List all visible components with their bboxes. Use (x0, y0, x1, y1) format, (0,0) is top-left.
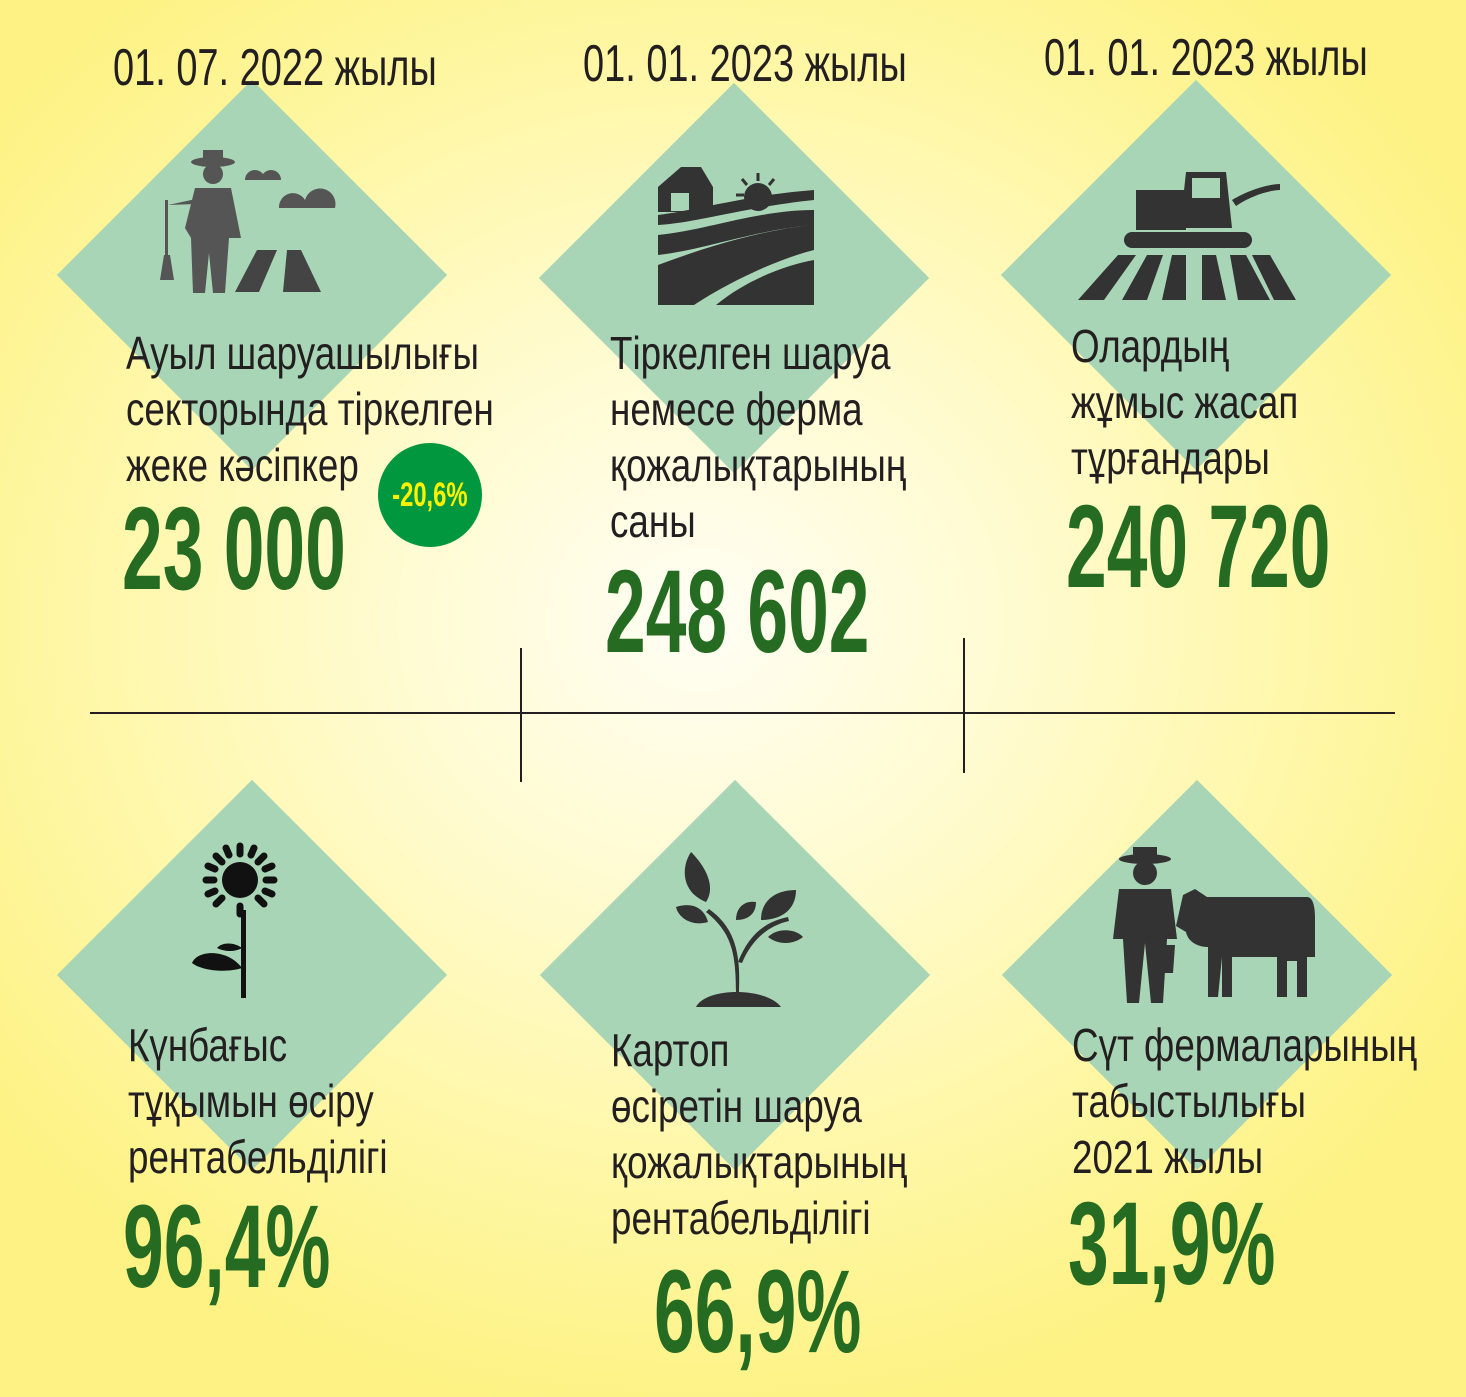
description-line: Тіркелген шаруа (610, 327, 891, 379)
description-line: Олардың (1071, 320, 1230, 372)
stat-value: 240 720 (1066, 481, 1331, 613)
description-line: немесе ферма (610, 383, 863, 435)
sunflower-icon (192, 842, 278, 998)
description-line: жеке кәсіпкер (126, 439, 359, 491)
description-line: Күнбағыс (128, 1019, 288, 1071)
stat-description: Сүт фермаларының табыстылығы 2021 жылы (1072, 1017, 1417, 1185)
sprout-icon (676, 852, 803, 1007)
date-label: 01. 01. 2023 жылы (1044, 29, 1368, 87)
description-line: рентабельділігі (128, 1131, 388, 1183)
change-badge-text: -20,6% (392, 475, 468, 514)
farm-barn-field-icon (658, 167, 814, 305)
description-line: Сүт фермаларының (1072, 1019, 1417, 1071)
stat-value: 248 602 (605, 546, 870, 678)
description-line: тұқымын өсіру (128, 1075, 374, 1127)
stat-value: 96,4% (123, 1181, 331, 1313)
description-line: 2021 жылы (1072, 1131, 1264, 1183)
stat-description: Олардың жұмыс жасап тұрғандары (1071, 318, 1298, 486)
description-line: рентабельділігі (611, 1192, 871, 1244)
change-badge: -20,6% (378, 443, 482, 547)
description-line: секторында тіркелген (126, 383, 494, 435)
stat-description: Күнбағыс тұқымын өсіру рентабельділігі (128, 1017, 388, 1185)
stat-value: 31,9% (1068, 1178, 1276, 1310)
horizontal-divider (90, 712, 1395, 714)
description-line: табыстылығы (1072, 1075, 1306, 1127)
stat-description: Ауыл шаруашылығы секторында тіркелген же… (126, 325, 494, 493)
description-line: тұрғандары (1071, 432, 1270, 484)
combine-harvester-icon (1078, 172, 1296, 300)
description-line: Картоп (611, 1024, 730, 1076)
description-line: жұмыс жасап (1071, 376, 1299, 428)
description-line: өсіретін шаруа (611, 1080, 862, 1132)
stat-description: Картоп өсіретін шаруа қожалықтарының рен… (611, 1022, 907, 1246)
description-line: саны (610, 495, 696, 547)
vertical-divider (520, 648, 522, 782)
stat-value: 23 000 (122, 483, 346, 615)
description-line: Ауыл шаруашылығы (126, 327, 479, 379)
farmer-field-icon (160, 150, 336, 293)
description-line: қожалықтарының (611, 1136, 908, 1188)
farmer-cow-icon (1113, 847, 1315, 1003)
stat-description: Тіркелген шаруа немесе ферма қожалықтары… (610, 325, 906, 549)
date-label: 01. 07. 2022 жылы (113, 39, 437, 97)
description-line: қожалықтарының (610, 439, 907, 491)
date-label: 01. 01. 2023 жылы (583, 35, 907, 93)
vertical-divider (963, 638, 965, 773)
stat-value: 66,9% (654, 1246, 862, 1378)
